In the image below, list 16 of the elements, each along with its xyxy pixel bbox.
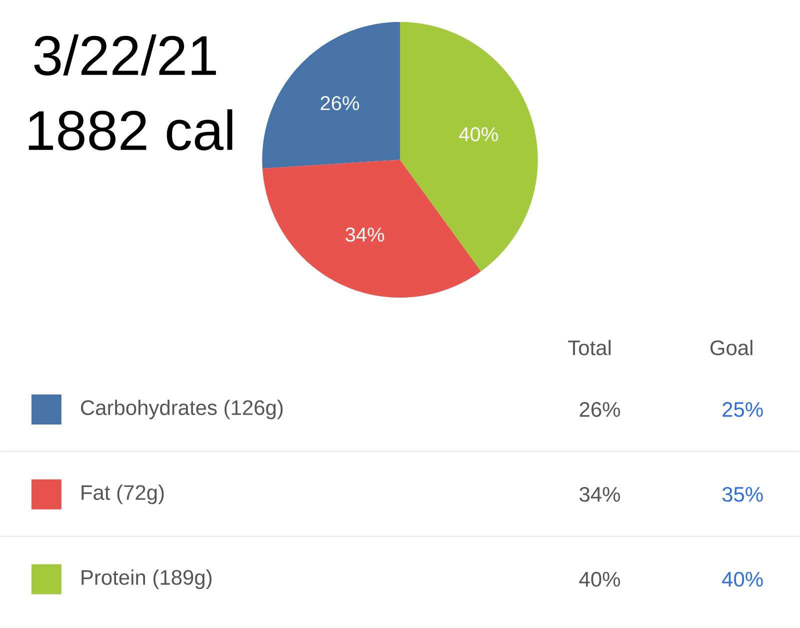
data-label: 40% [459, 127, 498, 142]
legend-label: Protein (189g) [82, 569, 212, 589]
text: Goal [710, 340, 752, 356]
text: 40% [722, 572, 763, 587]
text: 26% [580, 402, 620, 417]
text: 1882 cal [28, 109, 232, 150]
text: 34% [580, 486, 620, 502]
chart-title: 3/22/21 [34, 34, 216, 76]
data-label: 26% [320, 96, 359, 110]
legend-label: Carbohydrates (126g) [81, 400, 283, 420]
legend-label: Fat (72g) [82, 484, 164, 504]
text: 40% [579, 572, 620, 587]
data-label: 34% [346, 227, 384, 242]
text: Total [568, 340, 611, 356]
text: 25% [722, 402, 763, 417]
text: 35% [722, 486, 763, 502]
